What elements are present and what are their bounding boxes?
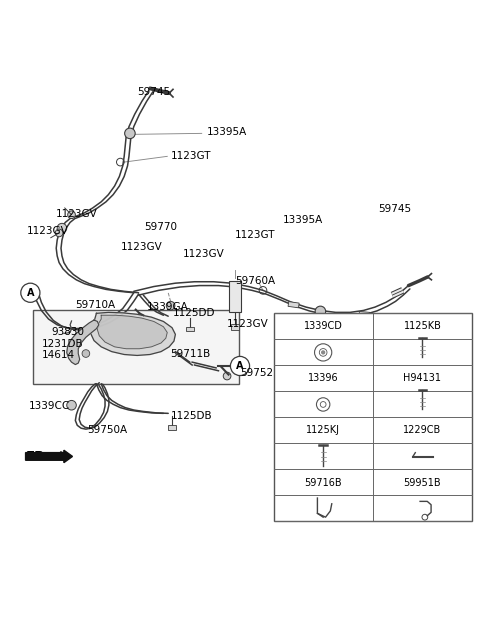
Text: 59710A: 59710A — [75, 300, 115, 310]
Circle shape — [55, 229, 63, 236]
Text: A: A — [26, 288, 34, 298]
Polygon shape — [67, 320, 99, 365]
Text: 1123GV: 1123GV — [56, 209, 97, 219]
Polygon shape — [97, 315, 167, 348]
Circle shape — [166, 301, 175, 310]
Circle shape — [82, 350, 90, 357]
Text: 59711B: 59711B — [170, 348, 211, 358]
Text: 59770: 59770 — [144, 222, 177, 232]
Circle shape — [322, 351, 324, 354]
Circle shape — [57, 223, 67, 233]
Text: 59951B: 59951B — [404, 477, 441, 488]
Text: 1229CB: 1229CB — [403, 425, 442, 436]
Text: 59760A: 59760A — [235, 276, 276, 286]
Text: 59745: 59745 — [378, 204, 411, 214]
FancyBboxPatch shape — [229, 281, 241, 312]
Text: 1231DB: 1231DB — [41, 339, 83, 349]
FancyBboxPatch shape — [231, 324, 239, 329]
Text: 1125KJ: 1125KJ — [306, 425, 340, 436]
Text: 1123GT: 1123GT — [170, 151, 211, 162]
Text: 1123GV: 1123GV — [182, 249, 224, 259]
Text: FR.: FR. — [25, 451, 50, 464]
Text: 13396: 13396 — [308, 373, 338, 383]
Text: 1339GA: 1339GA — [147, 302, 189, 312]
Text: 59750A: 59750A — [87, 425, 127, 435]
Circle shape — [125, 128, 135, 139]
Text: 1125DD: 1125DD — [173, 308, 216, 318]
Circle shape — [315, 306, 325, 317]
Polygon shape — [288, 301, 299, 308]
Text: 14614: 14614 — [41, 350, 74, 360]
Text: 93830: 93830 — [51, 327, 84, 337]
Text: 1123GV: 1123GV — [27, 225, 69, 235]
Circle shape — [230, 357, 250, 376]
FancyBboxPatch shape — [186, 327, 193, 331]
Text: H94131: H94131 — [404, 373, 442, 383]
Text: 1125KB: 1125KB — [404, 321, 442, 331]
Text: 59716B: 59716B — [304, 477, 342, 488]
Polygon shape — [91, 313, 175, 355]
FancyBboxPatch shape — [33, 310, 239, 384]
Text: A: A — [236, 361, 244, 371]
Text: 1339CD: 1339CD — [304, 321, 343, 331]
FancyBboxPatch shape — [168, 425, 176, 430]
Text: 59745: 59745 — [137, 87, 170, 97]
Circle shape — [68, 211, 75, 219]
Circle shape — [67, 400, 76, 410]
Text: 59752: 59752 — [240, 368, 273, 378]
Circle shape — [223, 372, 231, 380]
Text: 13395A: 13395A — [283, 215, 324, 225]
Text: 13395A: 13395A — [206, 128, 247, 137]
Text: 1123GV: 1123GV — [227, 319, 268, 329]
FancyBboxPatch shape — [274, 313, 472, 521]
Text: 1123GV: 1123GV — [120, 242, 162, 253]
FancyArrow shape — [25, 450, 72, 462]
Circle shape — [84, 352, 87, 355]
Circle shape — [21, 283, 40, 302]
Text: 1123GT: 1123GT — [235, 230, 276, 240]
Text: 1339CC: 1339CC — [28, 401, 70, 411]
Text: 1125DB: 1125DB — [170, 411, 212, 421]
Polygon shape — [359, 311, 370, 317]
